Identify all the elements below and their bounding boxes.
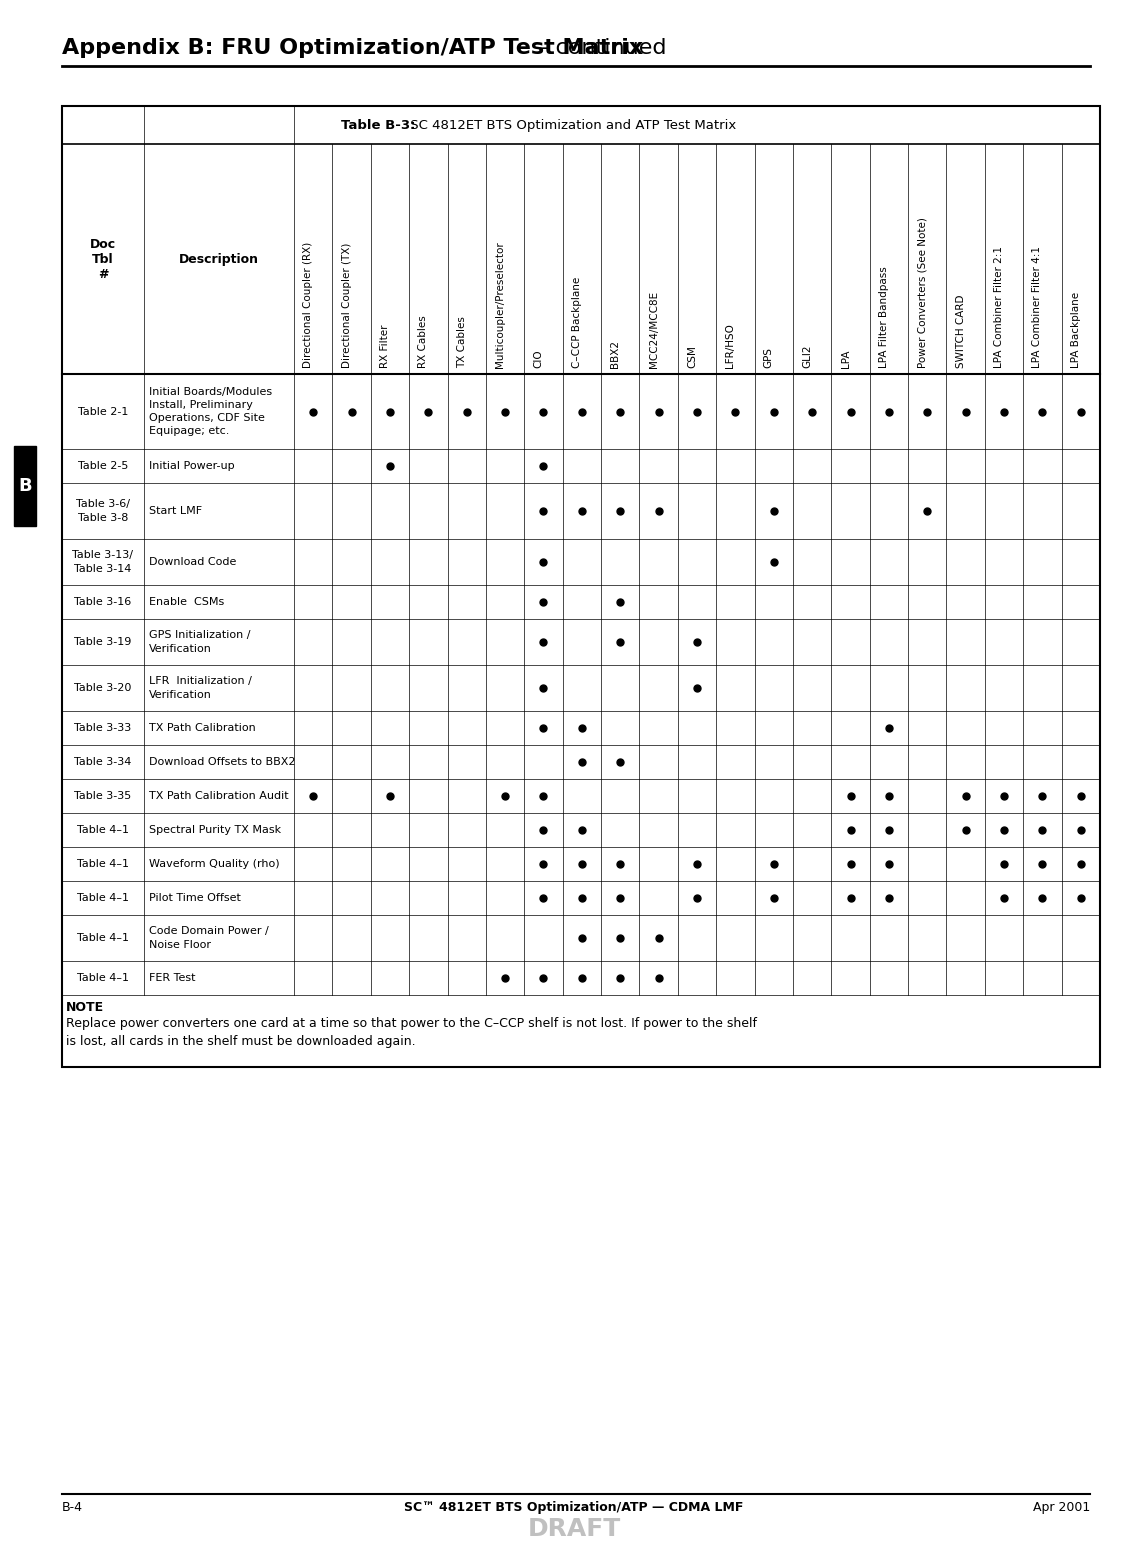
Text: LFR  Initialization /
Verification: LFR Initialization / Verification	[149, 677, 251, 700]
Text: DRAFT: DRAFT	[527, 1517, 621, 1540]
Text: Table 3-33: Table 3-33	[75, 724, 132, 733]
Text: – continued: – continued	[530, 37, 667, 58]
Text: Table 2-5: Table 2-5	[78, 461, 129, 471]
Text: NOTE: NOTE	[65, 1001, 104, 1015]
Text: CSM: CSM	[687, 345, 697, 369]
Text: Waveform Quality (rho): Waveform Quality (rho)	[149, 859, 280, 868]
Text: Table 4–1: Table 4–1	[77, 934, 129, 943]
Text: LPA Combiner Filter 2:1: LPA Combiner Filter 2:1	[994, 246, 1004, 369]
Text: Download Offsets to BBX2: Download Offsets to BBX2	[149, 758, 295, 767]
Text: SWITCH CARD: SWITCH CARD	[955, 294, 965, 369]
Text: RX Cables: RX Cables	[418, 316, 428, 369]
Text: Multicoupler/Preselector: Multicoupler/Preselector	[495, 241, 505, 369]
Text: Replace power converters one card at a time so that power to the C–CCP shelf is : Replace power converters one card at a t…	[65, 1018, 757, 1049]
Text: LPA Filter Bandpass: LPA Filter Bandpass	[879, 266, 889, 369]
Text: LPA: LPA	[840, 350, 851, 369]
Text: Table 4–1: Table 4–1	[77, 893, 129, 902]
Text: SC™ 4812ET BTS Optimization/ATP — CDMA LMF: SC™ 4812ET BTS Optimization/ATP — CDMA L…	[404, 1502, 744, 1514]
Text: Table 3-19: Table 3-19	[75, 636, 132, 647]
Bar	[14, 447, 36, 526]
Text: Directional Coupler (TX): Directional Coupler (TX)	[342, 243, 351, 369]
Text: Table 3-35: Table 3-35	[75, 790, 132, 801]
Text: Power Converters (See Note): Power Converters (See Note)	[917, 218, 928, 369]
Text: LPA Backplane: LPA Backplane	[1071, 293, 1080, 369]
Text: Appendix B: FRU Optimization/ATP Test Matrix: Appendix B: FRU Optimization/ATP Test Ma…	[62, 37, 643, 58]
Text: Doc
Tbl
#: Doc Tbl #	[90, 238, 116, 280]
Bar	[62, 106, 1100, 1067]
Text: LFR/HSO: LFR/HSO	[726, 324, 736, 369]
Text: CIO: CIO	[534, 350, 543, 369]
Text: Apr 2001: Apr 2001	[1033, 1502, 1089, 1514]
Text: TX Path Calibration Audit: TX Path Calibration Audit	[149, 790, 288, 801]
Text: Spectral Purity TX Mask: Spectral Purity TX Mask	[149, 825, 281, 836]
Text: Table 3-34: Table 3-34	[75, 758, 132, 767]
Text: MCC24/MCC8E: MCC24/MCC8E	[649, 291, 659, 369]
Text: GLI2: GLI2	[802, 344, 812, 369]
Text: Pilot Time Offset: Pilot Time Offset	[149, 893, 241, 902]
Text: Table 2-1: Table 2-1	[78, 406, 129, 417]
Text: Description: Description	[179, 252, 259, 266]
Text: Table 3-20: Table 3-20	[75, 683, 132, 692]
Text: FER Test: FER Test	[149, 972, 195, 983]
Text: TX Path Calibration: TX Path Calibration	[149, 724, 256, 733]
Text: B-4: B-4	[62, 1502, 83, 1514]
Text: Initial Boards/Modules
Install, Preliminary
Operations, CDF Site
Equipage; etc.: Initial Boards/Modules Install, Prelimin…	[149, 387, 272, 436]
Text: Enable  CSMs: Enable CSMs	[149, 598, 224, 607]
Text: Download Code: Download Code	[149, 557, 236, 566]
Text: Initial Power-up: Initial Power-up	[149, 461, 234, 471]
Text: Directional Coupler (RX): Directional Coupler (RX)	[303, 241, 313, 369]
Text: Table 3-13/
Table 3-14: Table 3-13/ Table 3-14	[72, 551, 133, 574]
Text: Table B-3:: Table B-3:	[341, 118, 416, 132]
Text: LPA Combiner Filter 4:1: LPA Combiner Filter 4:1	[1032, 246, 1042, 369]
Text: SC 4812ET BTS Optimization and ATP Test Matrix: SC 4812ET BTS Optimization and ATP Test …	[406, 118, 736, 132]
Text: B: B	[18, 478, 32, 495]
Text: Table 4–1: Table 4–1	[77, 972, 129, 983]
Text: GPS Initialization /
Verification: GPS Initialization / Verification	[149, 630, 250, 654]
Text: Code Domain Power /
Noise Floor: Code Domain Power / Noise Floor	[149, 926, 269, 949]
Text: Table 3-6/
Table 3-8: Table 3-6/ Table 3-8	[76, 499, 130, 523]
Text: RX Filter: RX Filter	[380, 325, 390, 369]
Text: C–CCP Backplane: C–CCP Backplane	[572, 277, 582, 369]
Text: Start LMF: Start LMF	[149, 506, 202, 517]
Text: Table 3-16: Table 3-16	[75, 598, 132, 607]
Text: GPS: GPS	[763, 347, 774, 369]
Text: TX Cables: TX Cables	[457, 316, 467, 369]
Text: Table 4–1: Table 4–1	[77, 825, 129, 836]
Text: Table 4–1: Table 4–1	[77, 859, 129, 868]
Text: BBX2: BBX2	[611, 341, 620, 369]
